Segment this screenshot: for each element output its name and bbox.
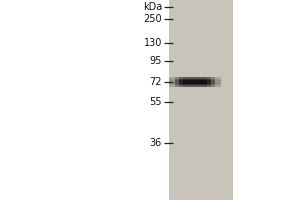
Bar [215,77,220,87]
Text: 72: 72 [149,77,162,87]
Text: 36: 36 [150,138,162,148]
Bar [207,77,220,87]
Text: 95: 95 [150,56,162,66]
Bar [169,77,175,87]
Text: kDa: kDa [143,2,162,12]
Text: 55: 55 [149,97,162,107]
Bar [211,77,220,87]
Bar [169,77,220,80]
Bar [169,77,220,87]
Bar [169,77,179,87]
Bar [169,77,183,87]
Bar [169,84,220,87]
Bar [169,85,220,87]
Text: 130: 130 [144,38,162,48]
Bar [169,77,220,79]
Text: 250: 250 [143,14,162,24]
Bar [169,0,232,200]
